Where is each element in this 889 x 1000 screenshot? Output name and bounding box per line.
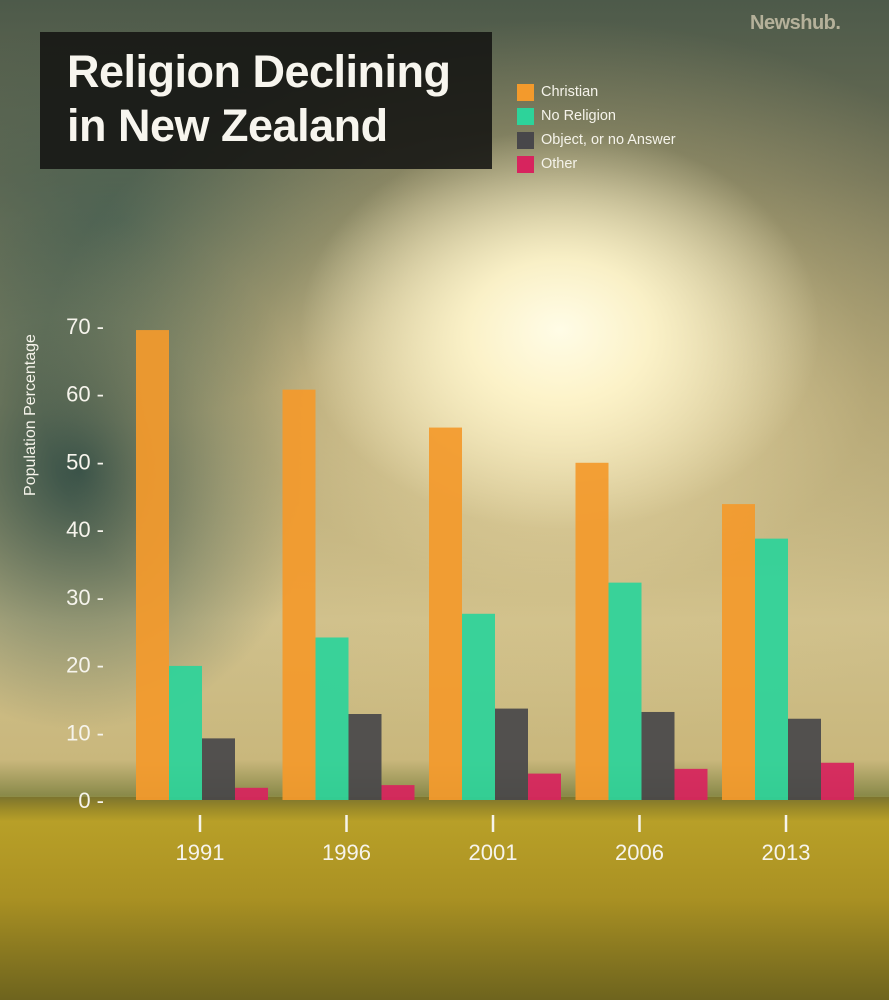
- bar-christian-2006: [575, 462, 609, 800]
- x-tick-label: 1991: [176, 840, 225, 865]
- chart-title-line-1: Religion Declining: [67, 46, 451, 97]
- bar-other-1996: [381, 785, 415, 800]
- bar-other-2013: [821, 762, 854, 800]
- legend-label: Object, or no Answer: [541, 132, 676, 148]
- bar-object-or-no-answer-2006: [641, 711, 675, 800]
- y-tick-label: 20 -: [66, 653, 104, 678]
- y-tick-label: 30 -: [66, 585, 104, 610]
- bar-no-religion-1996: [315, 637, 349, 800]
- bar-object-or-no-answer-2001: [495, 708, 528, 800]
- legend-label: No Religion: [541, 108, 616, 124]
- legend-item-christian: Christian: [517, 80, 676, 104]
- legend-item-other: Other: [517, 152, 676, 176]
- bar-christian-1991: [136, 330, 169, 800]
- bar-no-religion-2001: [462, 613, 495, 800]
- chart-title-line-2: in New Zealand: [67, 100, 388, 151]
- x-tick-label: 2006: [615, 840, 664, 865]
- y-tick-label: 50 -: [66, 449, 104, 474]
- bar-christian-2013: [722, 504, 755, 800]
- x-tick-label: 1996: [322, 840, 371, 865]
- bar-object-or-no-answer-2013: [788, 718, 821, 800]
- y-tick-label: 10 -: [66, 720, 104, 745]
- legend-swatch: [517, 131, 534, 149]
- y-tick-label: 70 -: [66, 314, 104, 339]
- bar-christian-1996: [282, 389, 316, 800]
- legend: Christian No Religion Object, or no Answ…: [517, 80, 676, 176]
- x-axis: 1991 1996 2001 2006 2013: [176, 815, 811, 865]
- bars: [136, 330, 854, 800]
- bar-no-religion-1991: [169, 665, 202, 800]
- bar-object-or-no-answer-1991: [202, 738, 235, 800]
- y-tick-label: 60 -: [66, 382, 104, 407]
- legend-swatch: [517, 155, 534, 173]
- bar-other-2001: [528, 773, 561, 800]
- legend-swatch: [517, 107, 534, 125]
- bar-no-religion-2013: [755, 538, 788, 800]
- legend-item-no-religion: No Religion: [517, 104, 676, 128]
- x-tick-label: 2013: [762, 840, 811, 865]
- legend-item-object-no-answer: Object, or no Answer: [517, 128, 676, 152]
- x-tick-label: 2001: [469, 840, 518, 865]
- bar-other-1991: [235, 787, 268, 800]
- legend-swatch: [517, 83, 534, 101]
- bar-no-religion-2006: [608, 582, 642, 800]
- y-axis: 0 - 10 - 20 - 30 - 40 - 50 - 60 - 70 -: [66, 314, 104, 813]
- bar-christian-2001: [429, 427, 462, 800]
- title-box: Religion Declining in New Zealand: [40, 32, 492, 169]
- background-field: [0, 797, 889, 1000]
- legend-label: Other: [541, 156, 578, 172]
- y-tick-label: 0 -: [78, 788, 104, 813]
- brand-logo: Newshub.: [750, 12, 841, 34]
- legend-label: Christian: [541, 84, 599, 100]
- bar-other-2006: [674, 768, 708, 800]
- y-tick-label: 40 -: [66, 517, 104, 542]
- bar-object-or-no-answer-1996: [348, 714, 382, 800]
